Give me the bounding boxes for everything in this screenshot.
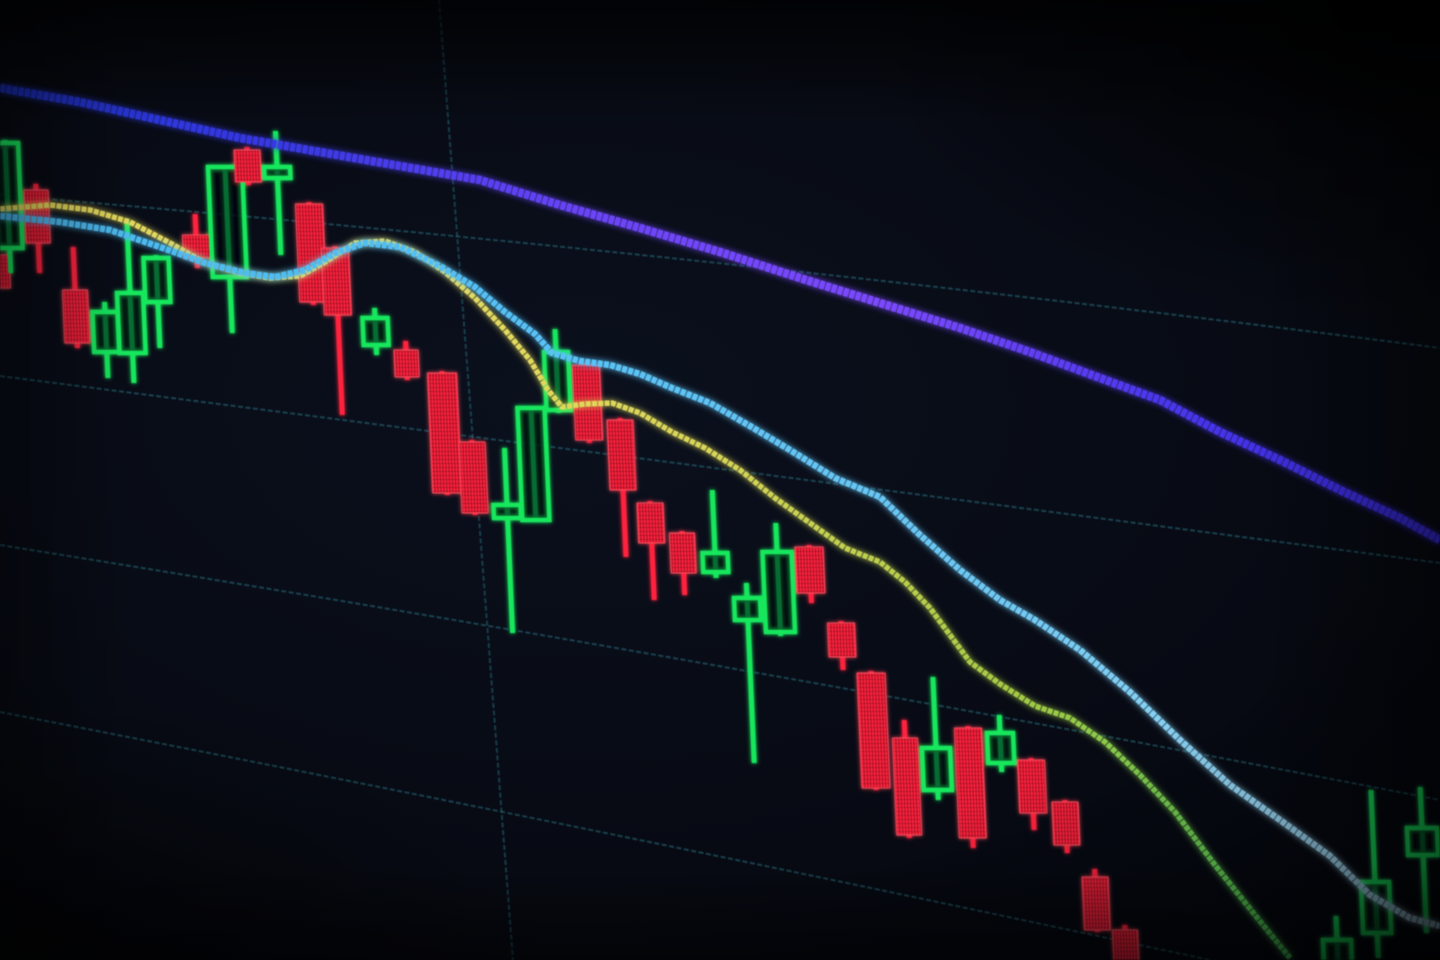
candle-body-hollow bbox=[1320, 937, 1355, 960]
candle-down bbox=[606, 418, 637, 557]
candle-body-solid bbox=[856, 672, 891, 789]
candle-body-solid bbox=[953, 727, 987, 839]
candle-body-solid bbox=[636, 502, 666, 544]
candle-down bbox=[1081, 869, 1111, 932]
candle-body-solid bbox=[606, 419, 637, 491]
candle-body-hollow bbox=[261, 164, 293, 181]
candle-down bbox=[426, 371, 463, 495]
candle-up bbox=[1320, 916, 1355, 960]
candle-down bbox=[61, 247, 91, 348]
candle-up bbox=[114, 221, 148, 383]
candle-body-hollow bbox=[0, 140, 25, 251]
candle-down bbox=[1111, 925, 1140, 960]
candle-up bbox=[1404, 787, 1440, 933]
candle-body-hollow bbox=[1404, 825, 1440, 858]
candle-down bbox=[23, 184, 51, 273]
candle-body-solid bbox=[1051, 801, 1081, 846]
ma-slow-blue-violet-line bbox=[0, 83, 1440, 544]
candle-down bbox=[891, 720, 923, 838]
candle-body-solid bbox=[233, 149, 263, 183]
candle-wick bbox=[272, 131, 284, 255]
candle-down bbox=[1051, 800, 1081, 853]
candle-body-solid bbox=[668, 532, 697, 574]
candle-down bbox=[1016, 758, 1048, 830]
candle-body-solid bbox=[426, 372, 463, 494]
candle-body-hollow bbox=[90, 309, 122, 355]
candle-up bbox=[984, 715, 1017, 772]
horizontal-gridline bbox=[0, 711, 1215, 960]
candle-body-hollow bbox=[205, 164, 250, 280]
candle-up bbox=[141, 255, 173, 348]
candle-wick bbox=[502, 448, 516, 633]
candle-body-hollow bbox=[760, 549, 798, 635]
candle-up bbox=[1358, 790, 1394, 958]
candle-body-solid bbox=[1111, 929, 1140, 960]
candle-body-hollow bbox=[700, 550, 731, 575]
candle-down bbox=[393, 341, 420, 380]
candle-up bbox=[919, 677, 955, 800]
candle-down bbox=[668, 531, 697, 595]
candle-up bbox=[360, 308, 392, 355]
candle-body-solid bbox=[826, 622, 857, 658]
candle-body-solid bbox=[891, 737, 923, 836]
candle-up bbox=[205, 164, 250, 333]
ma-fast-yellow-line bbox=[0, 202, 1293, 960]
candle-down bbox=[233, 147, 263, 185]
candle-up bbox=[541, 329, 573, 413]
candle-down bbox=[794, 545, 826, 603]
candle-body-hollow bbox=[114, 290, 148, 356]
candle-body-solid bbox=[794, 546, 826, 594]
candle-up bbox=[760, 523, 798, 636]
horizontal-gridline bbox=[0, 544, 1440, 801]
candle-up bbox=[700, 490, 731, 578]
candle-down bbox=[953, 726, 987, 848]
candle-down bbox=[856, 671, 891, 790]
candle-down bbox=[636, 501, 666, 600]
candle-body-solid bbox=[458, 441, 489, 514]
candle-body-hollow bbox=[491, 502, 524, 521]
candle-down bbox=[320, 246, 353, 415]
candle-up bbox=[515, 405, 552, 523]
candle-down bbox=[826, 621, 857, 670]
candle-body-hollow bbox=[141, 255, 173, 305]
candle-up bbox=[261, 131, 293, 255]
candle-body-hollow bbox=[515, 405, 552, 523]
candle-body-hollow bbox=[360, 315, 392, 348]
candle-body-solid bbox=[393, 349, 420, 378]
candle-body-solid bbox=[1081, 876, 1111, 931]
candle-down bbox=[458, 440, 489, 515]
horizontal-gridline bbox=[0, 375, 1440, 564]
candle-body-hollow bbox=[919, 745, 955, 793]
candle-wick bbox=[1417, 787, 1430, 933]
candle-body-solid bbox=[61, 289, 91, 344]
candle-body-solid bbox=[1016, 759, 1048, 814]
candle-body-hollow bbox=[731, 595, 764, 623]
candle-body-hollow bbox=[984, 730, 1017, 766]
